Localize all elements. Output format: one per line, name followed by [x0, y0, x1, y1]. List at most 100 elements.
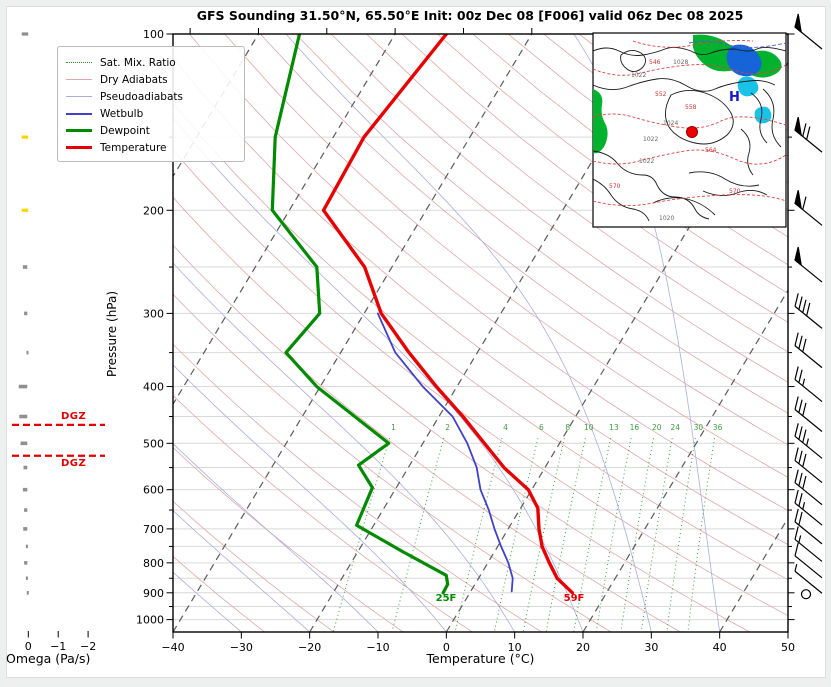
wind-barb-staff [794, 521, 823, 545]
sounding-location-dot [686, 126, 698, 138]
wind-barb-pennant [794, 246, 803, 267]
mixing-ratio-value: 2 [445, 423, 450, 432]
wind-barb-staff [794, 379, 823, 403]
legend-label: Wetbulb [100, 107, 144, 120]
pressure-tick-label: 500 [143, 437, 164, 450]
wind-barb-full [794, 508, 799, 523]
mixing-ratio-value: 36 [713, 423, 723, 432]
omega-bar [24, 311, 28, 316]
sat-mix-ratio-line-sample [66, 62, 92, 63]
omega-bar [24, 561, 28, 565]
wind-barb-half [806, 438, 809, 446]
pressure-tick-label: 700 [143, 523, 164, 536]
omega-tick-label: −1 [50, 640, 66, 653]
legend-label: Dewpoint [100, 124, 150, 137]
omega-mark [21, 208, 29, 212]
dewpoint-line-sample [66, 129, 92, 132]
legend-item-dewpoint: Dewpoint [66, 122, 236, 139]
wind-barb-staff [794, 409, 823, 432]
temperature-tick-label: 40 [713, 641, 727, 654]
temperature-tick-label: 30 [644, 641, 658, 654]
wind-barb-full [798, 399, 803, 413]
omega-bar [22, 487, 28, 492]
wind-barb-half [794, 563, 798, 572]
omega-profile [18, 32, 29, 595]
mixing-ratio-value: 8 [565, 423, 570, 432]
wind-barb-full [798, 493, 803, 507]
temperature-tick-label: −20 [298, 641, 321, 654]
wind-barb-column [794, 13, 823, 600]
omega-bar [24, 508, 28, 512]
wind-barb-full [794, 396, 799, 410]
wind-barb-full [802, 123, 807, 137]
wind-barb-full [794, 293, 799, 307]
pseudoadiabats [173, 34, 721, 632]
legend-item-dry-adiabats: Dry Adiabats [66, 71, 236, 88]
map-contour-label: 1022 [631, 72, 646, 79]
wind-barb-full [798, 426, 803, 440]
mixing-ratio-labels: 1 2 4 6 8 10 13 16 20 24 30 36 [391, 423, 722, 432]
wind-barb-full [802, 196, 807, 210]
legend-item-pseudoadiabats: Pseudoadiabats [66, 88, 236, 105]
temperature-tick-label: −30 [230, 641, 253, 654]
pressure-tick-label: 900 [143, 587, 164, 600]
map-contour-label: 1028 [673, 59, 688, 66]
precip-cyan-blob [754, 106, 772, 124]
dgz-lower-label: DGZ [61, 458, 87, 469]
map-black-contours [593, 46, 786, 222]
temperature-tick-label: 0 [443, 641, 450, 654]
dgz-lines [12, 423, 105, 457]
wind-barb-staff [794, 435, 823, 459]
mixing-ratio-value: 16 [630, 423, 640, 432]
omega-bar [26, 590, 29, 595]
wind-barb-full [802, 453, 807, 468]
dewpoint-curve [270, 34, 450, 595]
pressure-tick-label: 400 [143, 381, 164, 394]
temperature-line-sample [66, 146, 92, 149]
omega-tick-label: 0 [25, 640, 32, 653]
legend: Sat. Mix. Ratio Dry Adiabats Pseudoadiab… [57, 46, 245, 162]
wind-barb-staff [794, 570, 823, 594]
wind-barb-full [794, 423, 799, 437]
mixing-ratio-value: 1 [391, 423, 396, 432]
map-inset: 546 1028 1022 552 558 1024 1022 564 1022 570 570 10… [592, 32, 787, 228]
map-contour-label: 570 [729, 188, 741, 195]
temperature-tick-label: 50 [781, 641, 795, 654]
calm-wind-icon [800, 589, 812, 600]
omega-mark [21, 32, 29, 36]
omega-axis [27, 631, 89, 638]
map-red-contours [593, 40, 786, 206]
pressure-axis-label: Pressure (hPa) [105, 290, 119, 378]
wind-barb-pennant [794, 116, 803, 137]
wind-barb-full [794, 526, 799, 540]
omega-mark [21, 135, 29, 139]
omega-tick-label: −2 [80, 640, 96, 653]
legend-label: Pseudoadiabats [100, 90, 183, 103]
pressure-tick-label: 800 [143, 557, 164, 570]
map-contour-label: 546 [649, 59, 661, 66]
wind-barb-full [794, 366, 799, 380]
temperature-tick-label: −40 [161, 641, 184, 654]
map-contour-label: 1024 [663, 120, 678, 127]
dry-adiabats [173, 34, 788, 632]
wind-barb-full [798, 450, 803, 464]
pressure-tick-label: 300 [143, 307, 164, 320]
map-contour-label: 1020 [659, 215, 674, 222]
omega-bar [23, 527, 28, 531]
precip-blue-core [726, 44, 762, 77]
wind-barb-full [798, 511, 803, 526]
pressure-tick-label: 100 [143, 28, 164, 41]
omega-bar [25, 544, 28, 549]
wind-barb-full [794, 489, 799, 504]
wind-barb-full [798, 472, 803, 486]
map-contour-label: 558 [685, 104, 697, 111]
map-contour-label: 1022 [643, 136, 658, 143]
omega-bar [20, 441, 28, 446]
omega-bar [23, 465, 28, 470]
wind-barb-full [802, 429, 807, 443]
mixing-ratio-value: 24 [671, 423, 681, 432]
mixing-ratio-value: 6 [539, 423, 544, 432]
wind-barb-half [798, 535, 802, 543]
omega-bar [25, 576, 28, 581]
